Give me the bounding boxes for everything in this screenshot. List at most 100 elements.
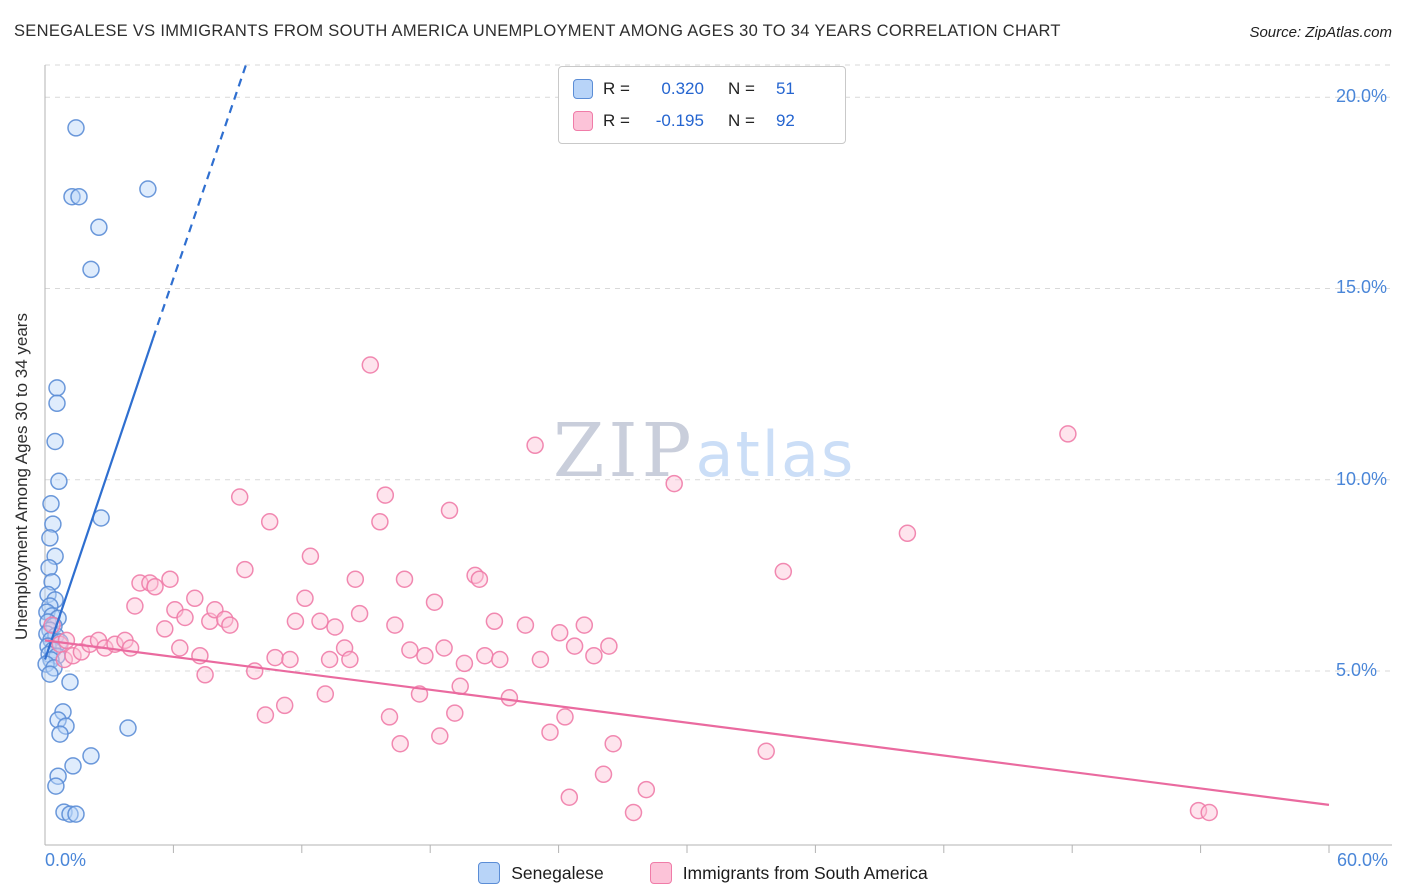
point-immigrants-from-south-america [121,639,140,657]
y-tick-label-10: 10.0% [1336,469,1388,489]
point-senegalese [67,119,85,137]
point-senegalese [119,719,137,737]
point-senegalese [46,432,64,451]
point-immigrants-from-south-america [326,618,344,636]
point-senegalese [61,805,79,823]
point-immigrants-from-south-america [565,637,584,655]
legend-item-senegalese: Senegalese [478,862,604,884]
point-senegalese [63,187,81,206]
point-immigrants-from-south-america [64,646,82,665]
point-immigrants-from-south-america [156,620,174,638]
point-senegalese [48,394,66,413]
point-immigrants-from-south-america [757,742,775,761]
point-immigrants-from-south-america [516,616,535,634]
source-attribution: Source: ZipAtlas.com [1249,24,1392,41]
point-immigrants-from-south-america [431,727,449,745]
point-immigrants-from-south-america [346,570,365,588]
page-title: SENEGALESE VS IMMIGRANTS FROM SOUTH AMER… [14,22,1061,40]
point-immigrants-from-south-america [594,765,613,784]
point-immigrants-from-south-america [196,666,214,684]
immigrants-legend-label: Immigrants from South America [682,862,928,883]
senegalese-swatch [573,79,593,99]
point-immigrants-from-south-america [604,734,622,753]
point-senegalese [70,187,88,206]
point-immigrants-from-south-america [186,589,204,608]
correlation-legend: R = 0.320 N = 51 R = -0.195 N = 92 [558,66,846,144]
point-senegalese [82,260,100,279]
point-immigrants-from-south-america [1189,801,1208,820]
point-immigrants-from-south-america [126,597,144,615]
n-value-immigrants: 92 [775,111,795,130]
point-immigrants-from-south-america [286,612,305,631]
immigrants-swatch [573,111,593,131]
point-immigrants-from-south-america [221,616,239,634]
point-immigrants-from-south-america [350,604,369,623]
point-immigrants-from-south-america [371,513,389,531]
y-axis-label: Unemployment Among Ages 30 to 34 years [12,313,31,640]
point-immigrants-from-south-america [898,524,917,543]
r-label: R = [603,79,630,98]
point-immigrants-from-south-america [380,708,399,726]
point-senegalese [41,529,59,547]
point-immigrants-from-south-america [386,616,404,634]
point-immigrants-from-south-america [395,570,414,588]
immigrants-legend-swatch [649,862,672,884]
point-immigrants-from-south-america [57,631,76,650]
point-immigrants-from-south-america [455,654,474,673]
point-senegalese [50,472,68,491]
point-senegalese [40,558,58,577]
point-senegalese [64,757,82,775]
point-immigrants-from-south-america [624,803,643,822]
point-immigrants-from-south-america [281,650,299,669]
point-immigrants-from-south-america [575,616,594,634]
n-value-senegalese: 51 [775,79,795,98]
r-value-senegalese: 0.320 [661,79,704,98]
point-immigrants-from-south-america [320,650,339,669]
point-immigrants-from-south-america [556,708,574,726]
point-immigrants-from-south-america [550,624,569,642]
trend-line-senegalese [152,64,247,339]
point-immigrants-from-south-america [376,486,395,504]
n-label: N = [727,79,755,98]
point-senegalese [82,747,100,765]
series-legend: Senegalese Immigrants from South America [0,862,1406,884]
point-immigrants-from-south-america [176,608,194,627]
point-immigrants-from-south-america [260,513,279,531]
point-immigrants-from-south-america [296,589,314,608]
point-senegalese [90,218,108,237]
point-immigrants-from-south-america [316,685,335,703]
point-senegalese [42,495,60,513]
correlation-row-immigrants: R = -0.195 N = 92 [573,107,831,135]
point-immigrants-from-south-america [256,706,275,724]
n-label: N = [727,111,755,130]
point-immigrants-from-south-america [146,578,164,596]
x-axis-max-label: 60.0% [1337,850,1389,870]
y-tick-label-5: 5.0% [1336,660,1378,680]
point-immigrants-from-south-america [275,696,294,715]
point-immigrants-from-south-america [266,648,284,667]
trend-line-immigrants-from-south-america [44,639,1330,806]
point-immigrants-from-south-america [500,689,519,707]
point-immigrants-from-south-america [171,639,189,657]
point-immigrants-from-south-america [485,612,504,631]
point-senegalese [139,180,157,198]
r-label: R = [603,111,630,130]
point-immigrants-from-south-america [435,639,453,657]
point-senegalese [41,665,59,683]
point-immigrants-from-south-america [425,593,444,611]
watermark-atlas-text: atlas [695,418,856,491]
point-immigrants-from-south-america [440,501,459,520]
point-senegalese [44,515,62,533]
point-immigrants-from-south-america [600,637,618,655]
point-immigrants-from-south-america [341,650,359,669]
senegalese-legend-label: Senegalese [511,862,604,883]
point-immigrants-from-south-america [774,562,793,581]
y-tick-label-20: 20.0% [1336,86,1388,106]
point-immigrants-from-south-america [230,488,249,506]
point-immigrants-from-south-america [585,646,603,665]
point-immigrants-from-south-america [55,650,74,669]
point-immigrants-from-south-america [470,570,489,588]
point-senegalese [51,725,69,743]
point-immigrants-from-south-america [637,780,656,799]
